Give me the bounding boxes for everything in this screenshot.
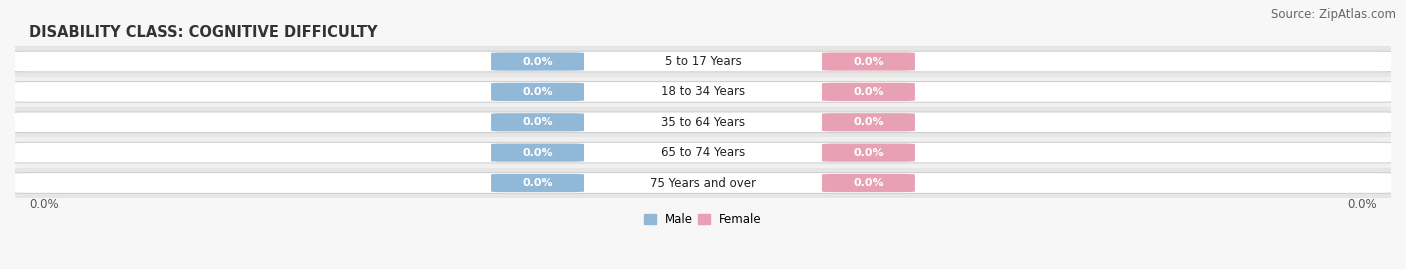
Text: 35 to 64 Years: 35 to 64 Years [661, 116, 745, 129]
Text: Source: ZipAtlas.com: Source: ZipAtlas.com [1271, 8, 1396, 21]
FancyBboxPatch shape [491, 174, 583, 192]
FancyBboxPatch shape [823, 83, 915, 101]
Text: 0.0%: 0.0% [28, 198, 59, 211]
FancyBboxPatch shape [8, 173, 1398, 193]
Text: 0.0%: 0.0% [522, 87, 553, 97]
FancyBboxPatch shape [823, 113, 915, 131]
FancyBboxPatch shape [491, 52, 583, 71]
FancyBboxPatch shape [823, 52, 915, 71]
Text: 0.0%: 0.0% [853, 87, 884, 97]
Text: 5 to 17 Years: 5 to 17 Years [665, 55, 741, 68]
FancyBboxPatch shape [491, 113, 583, 131]
Text: 0.0%: 0.0% [1347, 198, 1378, 211]
Text: 0.0%: 0.0% [853, 56, 884, 66]
Text: 0.0%: 0.0% [853, 117, 884, 127]
Text: 18 to 34 Years: 18 to 34 Years [661, 85, 745, 98]
Legend: Male, Female: Male, Female [644, 213, 762, 226]
Text: 65 to 74 Years: 65 to 74 Years [661, 146, 745, 159]
Bar [15, 168, 1391, 198]
Text: 0.0%: 0.0% [522, 117, 553, 127]
FancyBboxPatch shape [8, 112, 1398, 133]
Text: 0.0%: 0.0% [853, 148, 884, 158]
Text: 0.0%: 0.0% [522, 178, 553, 188]
Text: DISABILITY CLASS: COGNITIVE DIFFICULTY: DISABILITY CLASS: COGNITIVE DIFFICULTY [28, 25, 377, 40]
FancyBboxPatch shape [491, 144, 583, 162]
FancyBboxPatch shape [8, 142, 1398, 163]
Bar [15, 46, 1391, 77]
Bar [15, 77, 1391, 107]
Text: 0.0%: 0.0% [853, 178, 884, 188]
FancyBboxPatch shape [8, 51, 1398, 72]
Text: 75 Years and over: 75 Years and over [650, 176, 756, 189]
FancyBboxPatch shape [491, 83, 583, 101]
Text: 0.0%: 0.0% [522, 148, 553, 158]
FancyBboxPatch shape [823, 174, 915, 192]
FancyBboxPatch shape [8, 82, 1398, 102]
Bar [15, 137, 1391, 168]
Text: 0.0%: 0.0% [522, 56, 553, 66]
FancyBboxPatch shape [823, 144, 915, 162]
Bar [15, 107, 1391, 137]
